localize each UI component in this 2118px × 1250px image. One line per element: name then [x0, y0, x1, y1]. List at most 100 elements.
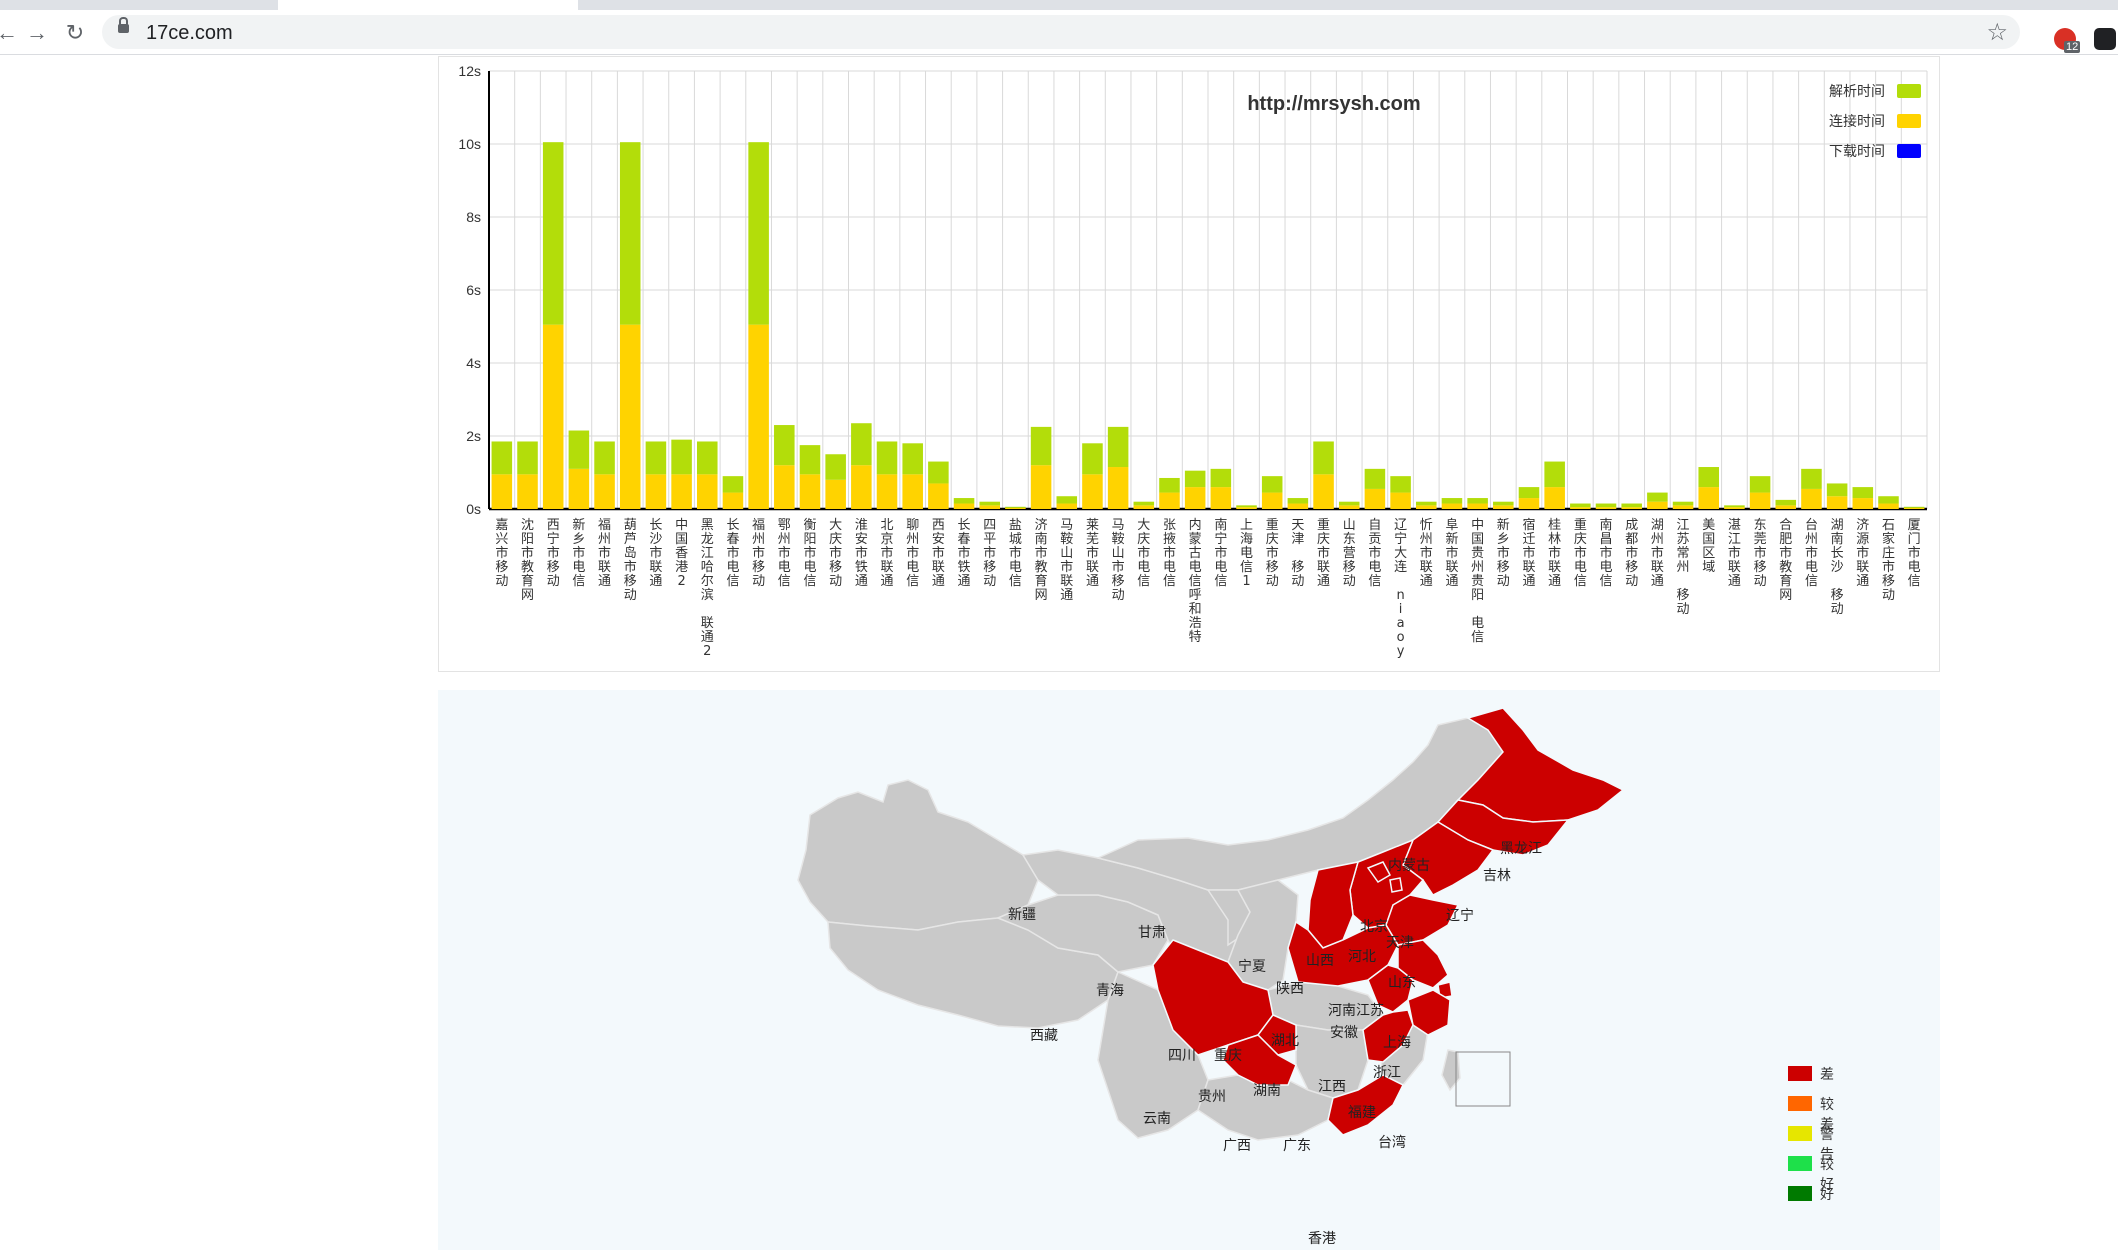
- bar-segment: [1287, 498, 1309, 504]
- bar-segment: [1544, 461, 1565, 488]
- bookmark-star-icon[interactable]: ☆: [1986, 19, 2008, 46]
- bar-segment: [825, 479, 846, 509]
- x-tick-label: 重庆市移动: [1266, 517, 1279, 589]
- bar-segment: [1647, 501, 1668, 509]
- bar-segment: [1493, 505, 1514, 509]
- province-shanxi[interactable]: [1307, 861, 1360, 949]
- y-tick-label: 12s: [458, 63, 481, 79]
- province-shaanxi[interactable]: [1227, 879, 1299, 991]
- bar-segment: [928, 461, 949, 484]
- legend-swatch: [1897, 144, 1921, 158]
- profile-extension-icon[interactable]: [2094, 28, 2116, 50]
- label-shandong: 山东: [1388, 974, 1416, 990]
- x-tick-label: 合肥市教育网: [1779, 518, 1792, 603]
- x-tick-label: 宿迁市联通: [1522, 517, 1535, 589]
- bar-segment: [1724, 507, 1745, 509]
- bar-segment: [748, 324, 769, 509]
- legend-swatch: [1788, 1186, 1812, 1201]
- bar-segment: [594, 441, 615, 475]
- x-tick-label: 新乡市电信: [572, 517, 585, 589]
- extension-icon[interactable]: 12: [2054, 28, 2081, 53]
- label-jilin: 吉林: [1483, 867, 1511, 883]
- lock-icon: [118, 17, 129, 33]
- label-henan: 河南: [1328, 1002, 1356, 1018]
- x-tick-label: 中国贵州贵阳 电信: [1471, 518, 1484, 645]
- x-tick-label: 天津 移动: [1291, 518, 1304, 589]
- bar-segment: [491, 474, 513, 509]
- bar-segment: [1749, 492, 1771, 509]
- label-beijing: 北京: [1360, 918, 1388, 934]
- bar-segment: [619, 324, 641, 509]
- bar-segment: [1544, 487, 1565, 509]
- x-tick-label: 淮安市铁通: [855, 518, 868, 589]
- browser-toolbar: ← → ↻ 17ce.com ☆ 12: [0, 10, 2118, 55]
- bar-segment: [1441, 503, 1463, 509]
- bar-segment: [851, 423, 872, 466]
- label-liaoning: 辽宁: [1446, 907, 1474, 923]
- label-shanghai: 上海: [1383, 1034, 1411, 1050]
- bar-segment: [1493, 501, 1514, 506]
- bar-segment: [902, 474, 923, 509]
- legend-label: 警告: [1820, 1126, 1834, 1162]
- label-hunan: 湖南: [1253, 1082, 1281, 1098]
- x-tick-label: 东莞市移动: [1754, 518, 1767, 589]
- bar-segment: [1672, 501, 1694, 506]
- back-arrow-icon[interactable]: ←: [0, 20, 18, 45]
- x-tick-label: 长沙市联通: [649, 518, 662, 589]
- bar-segment: [1775, 499, 1797, 506]
- bar-segment: [979, 505, 1001, 509]
- forward-arrow-icon[interactable]: →: [26, 20, 48, 45]
- label-neimenggu: 内蒙古: [1388, 857, 1430, 873]
- province-anhui[interactable]: [1367, 964, 1414, 1013]
- y-tick-label: 6s: [466, 282, 481, 298]
- province-chongqing[interactable]: [1257, 1014, 1297, 1056]
- legend-item-download[interactable]: 下载时间: [1829, 143, 1921, 159]
- bar-segment: [1903, 507, 1925, 509]
- active-tab[interactable]: [278, 0, 578, 10]
- x-tick-label: 台州市电信: [1805, 518, 1818, 589]
- legend-label: 较好: [1820, 1156, 1834, 1192]
- x-tick-label: 南宁市电信: [1214, 517, 1227, 589]
- bar-segment: [1570, 503, 1591, 508]
- bar-segment: [1056, 503, 1078, 509]
- bar-segment: [645, 441, 667, 475]
- province-xinjiang[interactable]: [797, 779, 1039, 931]
- x-tick-label: 济南市教育网: [1035, 518, 1048, 603]
- label-xizang: 西藏: [1030, 1027, 1058, 1043]
- address-bar[interactable]: 17ce.com ☆: [102, 15, 2020, 49]
- x-tick-label: 美国区域: [1702, 518, 1715, 575]
- bar-segment: [774, 425, 795, 466]
- reload-icon[interactable]: ↻: [65, 20, 85, 45]
- x-tick-label: 马鞍山市移动: [1112, 518, 1125, 603]
- x-tick-label: 衡阳市电信: [803, 518, 816, 589]
- province-jiangxi[interactable]: [1362, 1009, 1414, 1063]
- x-tick-label: 西宁市移动: [547, 518, 560, 589]
- url-text[interactable]: 17ce.com: [146, 22, 233, 44]
- bar-segment: [1621, 503, 1642, 508]
- legend-swatch: [1788, 1156, 1812, 1171]
- x-tick-label: 重庆市电信: [1574, 517, 1587, 589]
- bar-segment: [1852, 487, 1874, 499]
- x-tick-label: 盐城市电信: [1009, 518, 1022, 589]
- legend-label: 下载时间: [1829, 143, 1885, 159]
- bar-segment: [876, 441, 898, 475]
- bar-segment: [619, 142, 641, 325]
- x-tick-label: 上海电信 1: [1240, 518, 1253, 589]
- bar-segment: [1390, 492, 1411, 509]
- bar-segment: [953, 498, 975, 504]
- label-ningxia: 宁夏: [1238, 958, 1266, 974]
- bar-segment: [1621, 507, 1642, 509]
- province-beijing[interactable]: [1366, 861, 1392, 883]
- bar-segment: [825, 454, 846, 480]
- legend-item-connect[interactable]: 连接时间: [1829, 113, 1921, 129]
- bar-segment: [1030, 465, 1052, 509]
- label-hongkong: 香港: [1308, 1230, 1336, 1246]
- province-guangdong[interactable]: [1327, 1074, 1405, 1136]
- legend-item-resolve[interactable]: 解析时间: [1829, 83, 1921, 99]
- bar-segment: [1082, 474, 1103, 509]
- province-taiwan[interactable]: [1441, 1049, 1461, 1092]
- legend-swatch: [1788, 1126, 1812, 1141]
- bar-segment: [1210, 487, 1232, 509]
- province-guizhou[interactable]: [1222, 1034, 1297, 1086]
- province-tianjin[interactable]: [1389, 877, 1403, 893]
